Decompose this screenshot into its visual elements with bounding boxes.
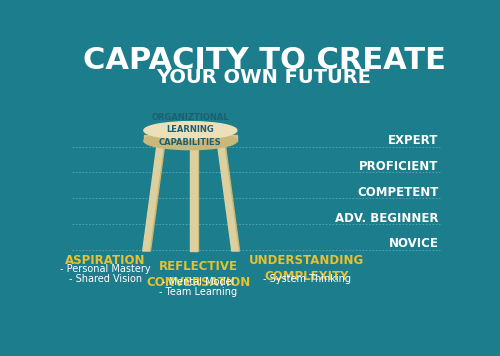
Ellipse shape — [144, 132, 237, 150]
Text: NOVICE: NOVICE — [388, 237, 438, 250]
Polygon shape — [222, 136, 240, 251]
Text: ASPIRATION: ASPIRATION — [65, 254, 146, 267]
Text: - Shared Vision: - Shared Vision — [68, 274, 142, 284]
Text: COMPETENT: COMPETENT — [357, 186, 438, 199]
Text: - Personal Mastery: - Personal Mastery — [60, 265, 150, 274]
Text: CAPACITY TO CREATE: CAPACITY TO CREATE — [82, 46, 446, 75]
Polygon shape — [190, 136, 196, 251]
Text: - System Thinking: - System Thinking — [262, 274, 350, 284]
Text: ORGANIZTIONAL
LEARNING
CAPABILITIES: ORGANIZTIONAL LEARNING CAPABILITIES — [152, 113, 229, 147]
Text: UNDERSTANDING
COMPLEXITY: UNDERSTANDING COMPLEXITY — [249, 254, 364, 283]
Text: PROFICIENT: PROFICIENT — [359, 160, 438, 173]
Polygon shape — [196, 136, 198, 251]
Polygon shape — [149, 136, 166, 251]
Text: - Mental Model: - Mental Model — [162, 277, 234, 287]
Ellipse shape — [144, 122, 237, 139]
Polygon shape — [144, 135, 237, 141]
Text: - Team Learning: - Team Learning — [159, 287, 237, 297]
Polygon shape — [142, 136, 165, 251]
Polygon shape — [216, 136, 238, 251]
Text: ADV. BEGINNER: ADV. BEGINNER — [335, 212, 438, 225]
Text: EXPERT: EXPERT — [388, 134, 438, 147]
Text: YOUR OWN FUTURE: YOUR OWN FUTURE — [156, 68, 372, 87]
Text: REFLECTIVE
CONVERSATION: REFLECTIVE CONVERSATION — [146, 260, 250, 289]
